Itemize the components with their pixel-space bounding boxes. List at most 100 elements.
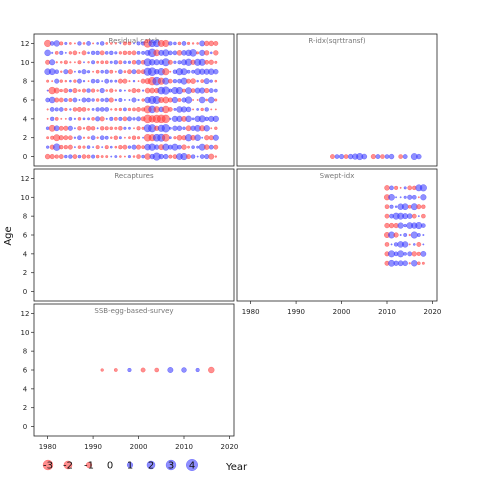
bubble-point: [49, 154, 55, 160]
bubble-point: [181, 367, 187, 373]
bubble-point: [82, 117, 86, 121]
panels-layer: Residual catch 0 2 4 6 8 10 12 R-idx(sqrttransf)…: [21, 33, 441, 451]
bubble-point: [104, 78, 110, 84]
bubble-point: [176, 125, 183, 131]
bubble-point: [48, 68, 56, 75]
bubble-point: [402, 154, 408, 159]
bubble-point: [54, 154, 59, 159]
bubble-point: [185, 115, 192, 122]
bubble-point: [45, 153, 51, 160]
bubble-point: [100, 126, 105, 131]
bubble-point: [136, 116, 141, 122]
bubble-point: [388, 250, 395, 258]
bubble-point: [74, 127, 76, 130]
bubble-point: [393, 260, 399, 266]
bubble-point: [114, 79, 118, 83]
bubble-point: [161, 86, 170, 95]
bubble-point: [389, 185, 394, 191]
bubble-point: [214, 155, 217, 158]
bubble-point: [54, 97, 60, 103]
bubble-point: [196, 79, 199, 83]
bubble-point: [201, 136, 204, 139]
bubble-point: [64, 41, 68, 45]
bubble-point: [186, 154, 191, 159]
bubble-point: [87, 136, 90, 139]
bubble-point: [53, 125, 60, 132]
bubble-point: [104, 51, 109, 55]
bubble-point: [403, 186, 407, 190]
bubble-point: [114, 126, 118, 130]
y-tick-label: 2: [23, 269, 27, 277]
bubble-point: [399, 196, 402, 199]
bubble-point: [395, 196, 397, 199]
bubble-point: [118, 69, 123, 74]
bubble-point: [136, 107, 141, 112]
bubble-point: [114, 42, 117, 45]
bubble-point: [195, 368, 200, 372]
bubble-point: [60, 118, 63, 120]
bubble-point: [63, 135, 69, 141]
bubble-point: [72, 88, 78, 94]
bubble-point: [54, 69, 59, 74]
bubble-point: [137, 98, 140, 102]
legend-label: 0: [107, 461, 113, 472]
bubble-point: [132, 79, 136, 83]
bubble-point: [177, 41, 182, 46]
bubble-point: [92, 42, 94, 45]
bubble-point: [154, 367, 159, 373]
bubble-point: [96, 42, 99, 45]
bubble-point: [199, 40, 206, 47]
bubble-point: [96, 60, 100, 64]
bubble-point: [407, 251, 413, 257]
bubble-point: [86, 125, 91, 131]
bubble-point: [162, 77, 170, 85]
bubble-point: [131, 135, 137, 140]
bubble-point: [109, 116, 114, 121]
bubble-point: [100, 41, 105, 46]
bubble-point: [69, 108, 72, 111]
bubble-point: [416, 204, 422, 210]
bubble-point: [46, 118, 49, 120]
bubble-point: [168, 50, 173, 56]
bubble-point: [209, 79, 213, 83]
bubble-point: [67, 144, 73, 150]
panel-title: Swept-idx: [320, 172, 355, 180]
bubble-point: [78, 99, 81, 101]
bubble-point: [118, 51, 122, 55]
bubble-point: [196, 51, 200, 55]
bubble-point: [86, 145, 91, 149]
bubble-point: [123, 126, 127, 130]
bubble-point: [204, 107, 209, 112]
bubble-point: [393, 232, 399, 238]
bubble-point: [171, 143, 179, 151]
bubble-point: [99, 50, 105, 56]
bubble-point: [388, 153, 395, 160]
bubble-point: [109, 126, 113, 131]
bubble-point: [417, 261, 421, 266]
bubble-point: [86, 88, 91, 93]
bubble-point: [46, 79, 50, 83]
bubble-point: [100, 60, 104, 65]
bubble-point: [100, 107, 105, 112]
bubble-point: [421, 261, 425, 265]
legend-label: 3: [168, 461, 174, 472]
bubble-point: [161, 124, 170, 133]
bubble-point: [410, 231, 418, 239]
bubble-point: [411, 251, 417, 257]
bubble-point: [78, 52, 81, 54]
bubble-point: [91, 98, 95, 102]
bubble-point: [81, 50, 87, 56]
panel-1: R-idx(sqrttransf): [236, 33, 438, 167]
bubble-point: [420, 251, 427, 257]
bubble-point: [213, 144, 219, 150]
bubble-point: [361, 153, 368, 160]
bubble-point: [49, 107, 55, 112]
bubble-point: [136, 41, 141, 46]
bubble-point: [389, 204, 394, 209]
bubble-point: [124, 99, 126, 101]
bubble-point: [95, 79, 100, 84]
bubble-point: [417, 196, 420, 199]
bubble-point: [118, 60, 123, 65]
bubble-point: [196, 155, 199, 158]
